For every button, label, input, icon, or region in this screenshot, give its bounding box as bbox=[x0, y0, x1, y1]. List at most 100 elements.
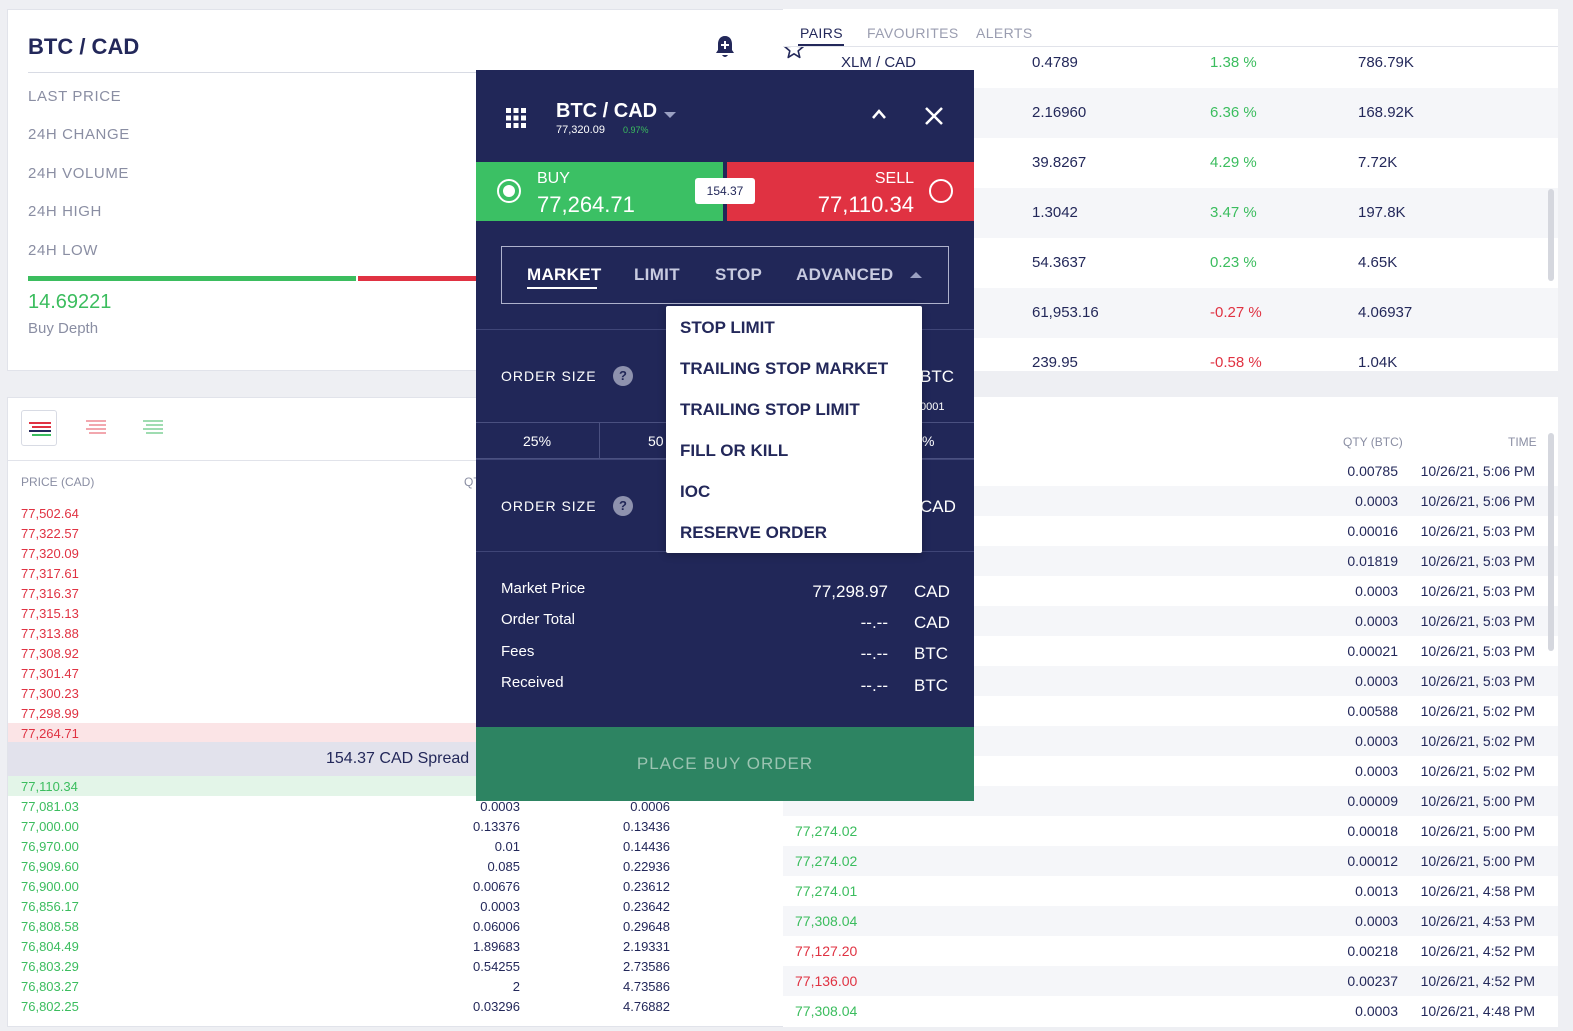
trade-row: 0.0003 10/26/21, 5:02 PM bbox=[783, 756, 1558, 786]
scrollbar[interactable] bbox=[1548, 189, 1554, 281]
help-icon[interactable]: ? bbox=[613, 496, 633, 516]
order-book-row[interactable]: 76,802.25 0.03296 4.76882 bbox=[8, 996, 786, 1016]
order-book-row[interactable]: 76,909.60 0.085 0.22936 bbox=[8, 856, 786, 876]
pair-price: 2.16960 bbox=[1032, 104, 1087, 121]
percent-25-button[interactable]: 25% bbox=[523, 433, 552, 449]
panel-pair-price: 77,320.09 bbox=[556, 124, 605, 136]
buy-depth-bar bbox=[28, 276, 356, 281]
pair-change: 3.47 % bbox=[1210, 204, 1257, 221]
place-buy-order-button[interactable]: PLACE BUY ORDER bbox=[476, 727, 974, 801]
order-book-row[interactable]: 76,856.17 0.0003 0.23642 bbox=[8, 896, 786, 916]
trade-time: 10/26/21, 5:06 PM bbox=[1420, 493, 1535, 509]
order-book-row[interactable]: 77,081.03 0.0003 0.0006 bbox=[8, 796, 786, 816]
book-price: 76,909.60 bbox=[21, 859, 79, 874]
active-tab-indicator bbox=[527, 287, 597, 289]
stat-label-24h-volume: 24H VOLUME bbox=[28, 165, 130, 182]
trade-time: 10/26/21, 5:02 PM bbox=[1420, 763, 1535, 779]
book-qty: 0.06006 bbox=[473, 919, 520, 934]
order-book-row[interactable]: 77,000.00 0.13376 0.13436 bbox=[8, 816, 786, 836]
percent-50-button[interactable]: 50 bbox=[648, 433, 664, 449]
trade-price: 77,308.04 bbox=[795, 1003, 858, 1019]
percent-100-button[interactable]: % bbox=[922, 433, 935, 449]
order-book-row[interactable]: 77,298.99 bbox=[8, 703, 786, 723]
trade-qty: 0.0003 bbox=[1355, 583, 1398, 599]
tab-limit[interactable]: LIMIT bbox=[634, 265, 680, 284]
trade-time: 10/26/21, 5:02 PM bbox=[1420, 703, 1535, 719]
close-icon[interactable] bbox=[924, 106, 944, 126]
book-total: 2.19331 bbox=[623, 939, 670, 954]
summary-label-fees: Fees bbox=[501, 643, 535, 660]
chevron-up-icon[interactable] bbox=[910, 272, 922, 278]
book-price: 77,298.99 bbox=[21, 706, 79, 721]
scrollbar[interactable] bbox=[1548, 433, 1554, 651]
book-view-both-button[interactable] bbox=[21, 410, 57, 446]
book-view-asks-button[interactable] bbox=[78, 410, 114, 446]
tab-stop[interactable]: STOP bbox=[715, 265, 763, 284]
trade-qty: 0.00018 bbox=[1347, 823, 1398, 839]
book-total: 0.0006 bbox=[630, 799, 670, 814]
order-book-row[interactable]: 76,804.49 1.89683 2.19331 bbox=[8, 936, 786, 956]
order-book-row[interactable]: 77,308.92 bbox=[8, 643, 786, 663]
tab-alerts[interactable]: ALERTS bbox=[976, 25, 1033, 41]
book-view-bids-button[interactable] bbox=[135, 410, 171, 446]
order-book-row[interactable]: 76,808.58 0.06006 0.29648 bbox=[8, 916, 786, 936]
chevron-down-icon[interactable] bbox=[664, 112, 676, 118]
trade-row: 77,136.00 0.00237 10/26/21, 4:52 PM bbox=[783, 966, 1558, 996]
trade-time: 10/26/21, 4:53 PM bbox=[1420, 913, 1535, 929]
option-reserve-order[interactable]: RESERVE ORDER bbox=[680, 523, 828, 542]
tab-favourites[interactable]: FAVOURITES bbox=[867, 25, 959, 41]
option-stop-limit[interactable]: STOP LIMIT bbox=[680, 318, 775, 337]
tab-market[interactable]: MARKET bbox=[527, 265, 602, 284]
book-price: 76,802.25 bbox=[21, 999, 79, 1014]
order-book-row[interactable]: 77,315.13 bbox=[8, 603, 786, 623]
order-size-unit-btc: BTC bbox=[920, 367, 954, 386]
order-book-row[interactable]: 76,970.00 0.01 0.14436 bbox=[8, 836, 786, 856]
tab-pairs[interactable]: PAIRS bbox=[800, 25, 843, 41]
sell-side-button[interactable]: SELL 77,110.34 bbox=[727, 162, 974, 221]
divider bbox=[28, 72, 783, 73]
order-book-row[interactable]: 76,900.00 0.00676 0.23612 bbox=[8, 876, 786, 896]
column-header-qty: QTY (BTC) bbox=[1343, 435, 1403, 449]
trade-qty: 0.0003 bbox=[1355, 913, 1398, 929]
trade-row: 77,308.04 0.0003 10/26/21, 4:48 PM bbox=[783, 996, 1558, 1026]
trade-price: 77,308.04 bbox=[795, 913, 858, 929]
panel-pair-title[interactable]: BTC / CAD bbox=[556, 100, 658, 122]
option-fill-or-kill[interactable]: FILL OR KILL bbox=[680, 441, 789, 460]
book-price: 77,320.09 bbox=[21, 546, 79, 561]
order-book-row[interactable]: 76,803.27 2 4.73586 bbox=[8, 976, 786, 996]
chevron-up-icon[interactable] bbox=[870, 107, 888, 121]
trade-qty: 0.00016 bbox=[1347, 523, 1398, 539]
order-size-unit-cad: CAD bbox=[920, 497, 956, 516]
pair-row[interactable]: 39.8267 4.29 % 7.72K bbox=[783, 138, 1558, 188]
trade-time: 10/26/21, 5:00 PM bbox=[1420, 823, 1535, 839]
trade-qty: 0.0003 bbox=[1355, 1003, 1398, 1019]
pair-row[interactable]: XLM / CAD 0.4789 1.38 % 786.79K bbox=[783, 38, 1558, 88]
book-price: 77,110.34 bbox=[21, 779, 78, 794]
book-bids-icon bbox=[143, 420, 163, 434]
pair-row[interactable]: 54.3637 0.23 % 4.65K bbox=[783, 238, 1558, 288]
order-book-row[interactable]: 77,320.09 bbox=[8, 543, 786, 563]
buy-side-button[interactable]: BUY 77,264.71 bbox=[476, 162, 723, 221]
book-qty: 0.0003 bbox=[480, 899, 520, 914]
pair-price: 61,953.16 bbox=[1032, 304, 1099, 321]
summary-unit-market-price: CAD bbox=[914, 582, 950, 601]
trade-time: 10/26/21, 5:03 PM bbox=[1420, 643, 1535, 659]
pair-row[interactable]: 239.95 -0.58 % 1.04K bbox=[783, 338, 1558, 371]
trade-time: 10/26/21, 5:02 PM bbox=[1420, 733, 1535, 749]
option-trailing-stop-market[interactable]: TRAILING STOP MARKET bbox=[680, 359, 889, 378]
help-icon[interactable]: ? bbox=[613, 366, 633, 386]
bell-plus-icon[interactable] bbox=[713, 34, 737, 60]
book-total: 0.14436 bbox=[623, 839, 670, 854]
book-price: 77,300.23 bbox=[21, 686, 79, 701]
radio-unselected-icon bbox=[929, 179, 953, 203]
book-qty: 0.01 bbox=[494, 839, 520, 854]
book-price: 77,081.03 bbox=[21, 799, 79, 814]
tab-advanced[interactable]: ADVANCED bbox=[796, 265, 894, 284]
order-type-tabs: MARKET LIMIT STOP ADVANCED bbox=[501, 246, 949, 304]
order-size-min: 0001 bbox=[920, 401, 945, 413]
order-book-row[interactable]: 76,803.29 0.54255 2.73586 bbox=[8, 956, 786, 976]
grid-menu-icon[interactable] bbox=[506, 108, 526, 128]
option-trailing-stop-limit[interactable]: TRAILING STOP LIMIT bbox=[680, 400, 860, 419]
summary-label-market-price: Market Price bbox=[501, 580, 586, 597]
option-ioc[interactable]: IOC bbox=[680, 482, 711, 501]
